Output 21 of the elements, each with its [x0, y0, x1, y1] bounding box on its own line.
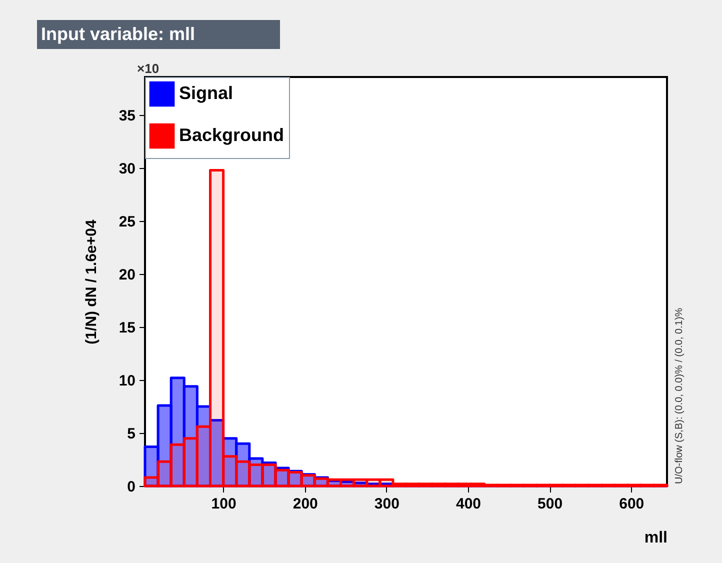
- legend-label: Background: [179, 125, 284, 145]
- x-tick-label: 400: [456, 496, 482, 512]
- y-tick-label: 25: [118, 214, 136, 231]
- y-tick-label: 10: [118, 372, 136, 390]
- x-tick-label: 100: [211, 496, 236, 512]
- chart-title: Input variable: mll: [41, 24, 196, 44]
- y-tick-label: 20: [118, 266, 136, 284]
- x-tick-label: 600: [619, 496, 644, 512]
- y-tick-label: 30: [118, 160, 136, 178]
- x-tick-label: 500: [538, 496, 563, 512]
- y-tick-label: 15: [118, 320, 136, 337]
- x-axis-title: mll: [644, 530, 668, 546]
- y-tick-label: 0: [127, 478, 136, 496]
- y-tick-label: 5: [127, 426, 136, 443]
- y-axis-title: (1/N) dN / 1.6e+04: [82, 219, 100, 344]
- text: ×10: [137, 61, 160, 76]
- y-tick-label: 35: [118, 108, 136, 125]
- legend-label: Signal: [179, 83, 234, 103]
- x-tick-label: 200: [292, 496, 318, 512]
- text: U/O-flow (S,B): (0.0, 0.0)% / (0.0, 0.1)%: [674, 308, 685, 484]
- x-tick-label: 300: [374, 496, 400, 512]
